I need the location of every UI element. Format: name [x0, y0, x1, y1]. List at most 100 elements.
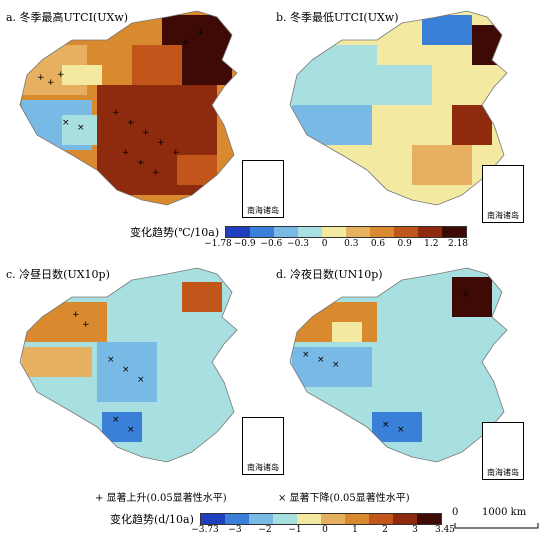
legend-bottom-tick-label: −2 — [258, 525, 272, 535]
svg-text:×: × — [107, 355, 115, 365]
legend-bottom-swatch — [200, 514, 225, 524]
map-c-significance-markers: ++ × × × × × — [72, 310, 145, 435]
legend-bottom-swatch — [392, 514, 417, 524]
south-china-sea-inset-a: 南海诸岛 — [242, 160, 284, 218]
legend-bottom-tick-label: 0 — [322, 525, 328, 535]
map-d-svg: × × × × × + — [289, 267, 508, 463]
panel-title-c: c. 冷昼日数(UX10p) — [6, 268, 110, 281]
south-china-sea-inset-b: 南海诸岛 — [482, 165, 524, 223]
svg-text:+: + — [197, 28, 205, 38]
svg-text:×: × — [302, 350, 310, 360]
map-panel-c: + + × × × × × c. 冷昼日数(UX10p) 南海诸岛 — [2, 262, 284, 477]
map-c-fill — [20, 268, 237, 462]
svg-text:×: × — [127, 425, 135, 435]
legend-bottom-colorbar — [199, 513, 442, 525]
legend-top-swatch — [394, 227, 419, 237]
svg-text:+: + — [122, 148, 130, 158]
legend-top-swatch — [442, 227, 467, 237]
legend-top-tick-label: −0.9 — [233, 239, 256, 249]
map-panel-d: × × × × × + d. 冷夜日数(UN10p) 南海诸岛 — [272, 262, 537, 480]
scale-bar: 0 1000 km — [452, 507, 539, 529]
legend-bottom-tick-label: 3 — [412, 525, 418, 535]
svg-text:+: + — [82, 320, 90, 330]
svg-text:+: + — [152, 168, 160, 178]
map-d-outline — [289, 267, 508, 463]
svg-text:+: + — [462, 290, 470, 300]
map-b-outline — [289, 10, 508, 206]
significance-down-note: × 显著下降(0.05显著性水平) — [278, 493, 410, 504]
panel-title-b: b. 冬季最低UTCI(UXw) — [276, 11, 399, 24]
map-a-svg: + ++ +++ +++ +++ +× × — [19, 10, 238, 206]
panel-title-a: a. 冬季最高UTCI(UXw) — [6, 11, 129, 24]
svg-text:+: + — [72, 310, 80, 320]
svg-text:+: + — [57, 70, 65, 80]
map-a-significance-markers: + ++ +++ +++ +++ +× × — [37, 28, 205, 178]
legend-top-swatch — [226, 227, 251, 237]
svg-text:+: + — [182, 38, 190, 48]
svg-text:+: + — [172, 148, 180, 158]
svg-text:+: + — [137, 158, 145, 168]
map-panel-b: b. 冬季最低UTCI(UXw) 南海诸岛 — [272, 5, 537, 223]
legend-bottom-tick-label: −1 — [288, 525, 302, 535]
legend-top-tick-label: −0.3 — [287, 239, 309, 249]
map-d-significance-markers: × × × × × + — [302, 290, 470, 435]
svg-text:+: + — [47, 78, 55, 88]
legend-bottom-tick-label: −3 — [228, 525, 242, 535]
legend-top-tick-label: 1.2 — [424, 239, 439, 249]
legend-bottom-swatch — [320, 514, 345, 524]
map-a-fill — [20, 11, 237, 205]
legend-bottom-tick-label: 2 — [382, 525, 388, 535]
map-a-outline — [19, 10, 238, 206]
svg-text:+: + — [157, 138, 165, 148]
legend-bottom-tick-label: 3.45 — [434, 525, 456, 535]
svg-text:+: + — [142, 128, 150, 138]
legend-top-title: 变化趋势(℃/10a) — [130, 226, 220, 239]
legend-top-tick-label: 0.3 — [344, 239, 359, 249]
legend-top-swatch — [346, 227, 371, 237]
svg-text:×: × — [137, 375, 145, 385]
svg-text:×: × — [332, 360, 340, 370]
inset-label-c: 南海诸岛 — [247, 463, 279, 472]
south-china-sea-inset-d: 南海诸岛 — [482, 422, 524, 480]
legend-top-tick-label: 0.9 — [397, 239, 412, 249]
svg-text:+: + — [37, 73, 45, 83]
legend-bottom-ticks: −3.73 −3 −2 −1 0 1 2 3 3.45 — [191, 525, 455, 536]
legend-top-swatch — [418, 227, 443, 237]
legend-bottom-swatch — [416, 514, 441, 524]
legend-bottom-tick-label: −3.73 — [191, 525, 219, 535]
legend-bottom-title: 变化趋势(d/10a) — [110, 513, 194, 526]
legend-top-tick-label: −1.78 — [204, 239, 232, 249]
map-c-outline — [19, 267, 238, 463]
svg-text:×: × — [397, 425, 405, 435]
legend-top: 变化趋势(℃/10a) — [130, 224, 468, 240]
legend-top-tick-label: 0.6 — [370, 239, 386, 249]
legend-top-swatch — [274, 227, 299, 237]
scale-end: 1000 km — [482, 507, 527, 518]
legend-bottom-swatch — [272, 514, 297, 524]
legend-top-swatch — [298, 227, 323, 237]
legend-top-tick-label: 0 — [321, 239, 328, 249]
map-c-svg: ++ × × × × × — [19, 267, 238, 463]
svg-text:×: × — [382, 420, 390, 430]
svg-text:×: × — [317, 355, 325, 365]
svg-text:×: × — [62, 118, 70, 128]
map-b-svg — [289, 10, 508, 206]
legend-bottom-swatch — [248, 514, 273, 524]
legend-bottom-swatch — [224, 514, 249, 524]
legend-top-tick-label: 2.18 — [447, 239, 469, 249]
legend-bottom-swatch — [344, 514, 369, 524]
legend-top-colorbar — [225, 226, 468, 238]
svg-text:+: + — [112, 108, 120, 118]
legend-bottom: 变化趋势(d/10a) — [110, 511, 442, 527]
inset-label-d: 南海诸岛 — [487, 468, 519, 477]
map-panel-a: + + + + + + + + + + + + + × × a. 冬季最高UTCI(UXw) 南海诸… — [2, 5, 284, 220]
panel-title-d: d. 冷夜日数(UN10p) — [276, 268, 383, 281]
significance-up-note: + 显著上升(0.05显著性水平) — [95, 493, 227, 504]
legend-top-swatch — [250, 227, 275, 237]
svg-text:×: × — [77, 123, 85, 133]
legend-top-ticks: −1.78 −0.9 −0.6 −0.3 0 0.3 0.6 0.9 1.2 2.18 — [204, 239, 468, 251]
svg-text:×: × — [112, 415, 120, 425]
legend-bottom-swatch — [368, 514, 393, 524]
legend-top-swatch — [370, 227, 395, 237]
svg-text:+: + — [127, 118, 135, 128]
